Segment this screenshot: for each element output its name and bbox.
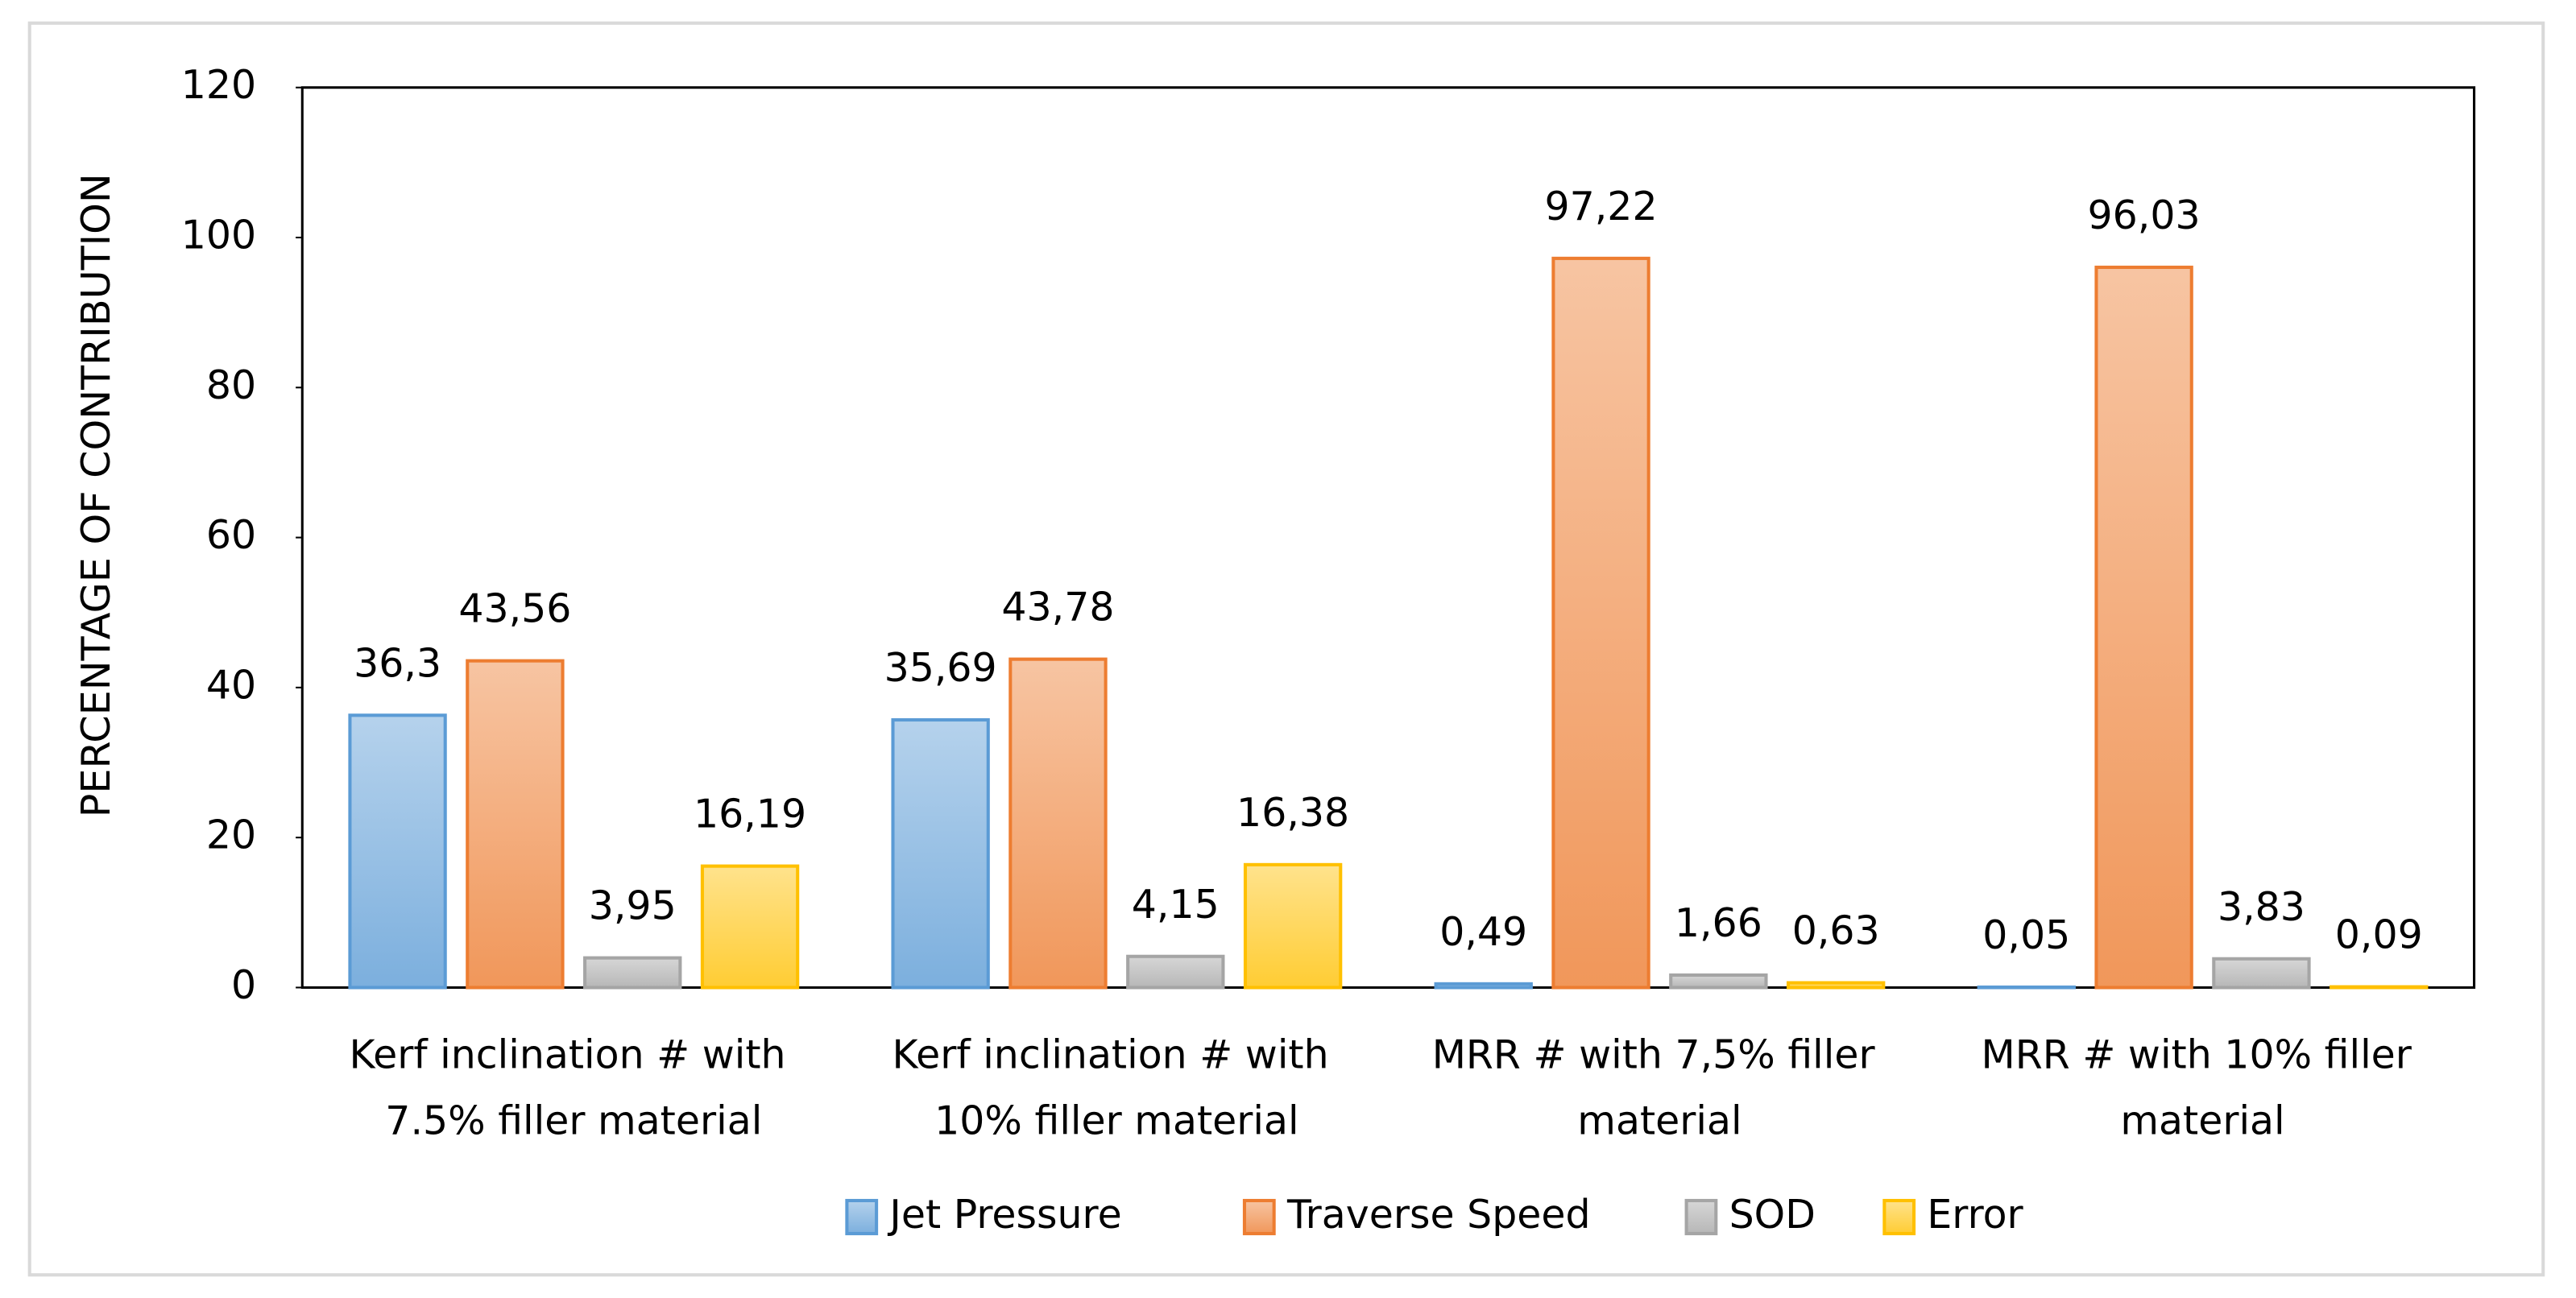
- data-label: 35,69: [884, 644, 997, 691]
- legend-label: Error: [1927, 1191, 2023, 1238]
- y-tick-label: 20: [206, 812, 256, 858]
- data-label: 3,83: [2218, 883, 2305, 930]
- data-label: 16,19: [694, 791, 806, 837]
- bar: [1669, 973, 1768, 990]
- data-label: 0,49: [1439, 908, 1527, 955]
- data-label: 4,15: [1132, 881, 1220, 928]
- bar: [2212, 957, 2311, 990]
- legend-swatch: [845, 1198, 879, 1236]
- data-label: 43,56: [458, 585, 571, 632]
- data-label: 1,66: [1675, 899, 1762, 946]
- data-label: 43,78: [1001, 584, 1114, 630]
- x-tick-label: MRR # with 7,5% filler material: [1432, 1031, 1887, 1143]
- y-tick-label: 60: [206, 511, 256, 558]
- y-tick-label: 40: [206, 661, 256, 708]
- data-label: 0,63: [1792, 907, 1880, 953]
- data-label: 96,03: [2088, 192, 2201, 238]
- bar: [1126, 954, 1225, 990]
- x-tick-label: Kerf inclination # with 10% filler mater…: [892, 1031, 1342, 1143]
- bar: [700, 864, 800, 990]
- x-tick-label: Kerf inclination # with 7.5% filler mate…: [349, 1031, 798, 1143]
- legend-label: Jet Pressure: [887, 1191, 1121, 1238]
- bar: [891, 717, 990, 990]
- y-tick-label: 80: [206, 362, 256, 408]
- legend-label: Traverse Speed: [1286, 1191, 1591, 1238]
- y-axis-title: PERCENTAGE OF CONTRIBUTION: [72, 173, 119, 817]
- bar: [1551, 256, 1650, 990]
- legend-label: SOD: [1729, 1191, 1816, 1238]
- bar: [2330, 985, 2429, 990]
- data-label: 36,3: [354, 639, 441, 686]
- legend-swatch: [1242, 1198, 1276, 1236]
- legend-swatch: [1882, 1198, 1916, 1236]
- bar: [466, 659, 565, 990]
- data-label: 97,22: [1544, 183, 1657, 229]
- y-tick-label: 120: [181, 61, 256, 108]
- data-label: 0,09: [2335, 911, 2423, 957]
- bar: [348, 713, 447, 990]
- y-tick-label: 0: [231, 961, 256, 1008]
- data-label: 16,38: [1236, 789, 1349, 836]
- data-label: 0,05: [1982, 911, 2070, 958]
- x-tick-label: MRR # with 10% filler material: [1982, 1031, 2425, 1143]
- bar: [583, 956, 682, 990]
- bar: [2094, 265, 2193, 990]
- legend-swatch: [1684, 1198, 1718, 1236]
- y-tick-label: 100: [181, 211, 256, 258]
- bar: [1008, 657, 1108, 990]
- data-label: 3,95: [589, 883, 677, 929]
- bar: [1787, 981, 1886, 990]
- bar: [1243, 862, 1343, 990]
- bar: [1434, 982, 1533, 990]
